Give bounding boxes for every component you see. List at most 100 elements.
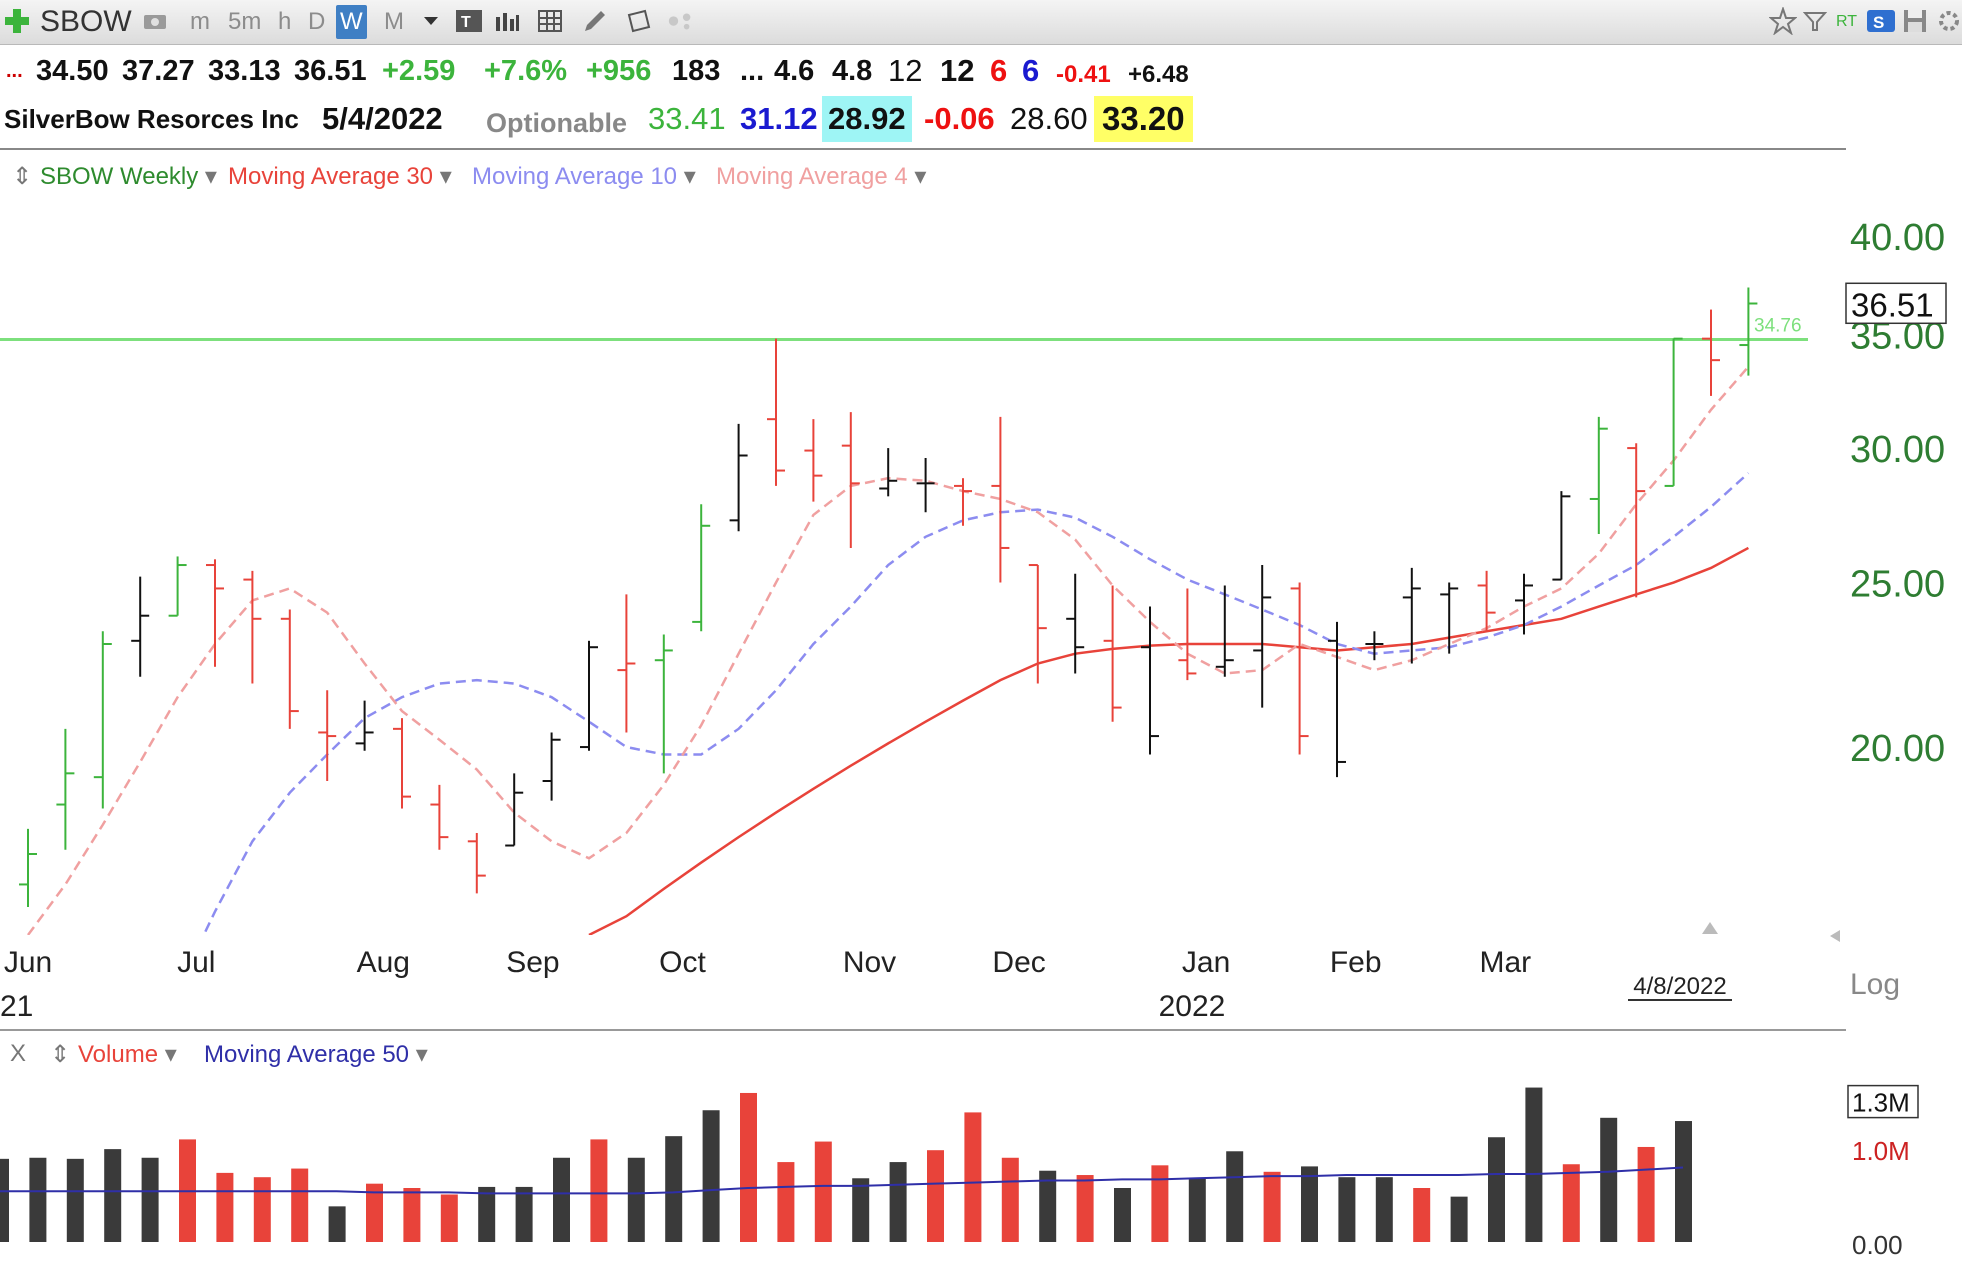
legend-ma30[interactable]: Moving Average 30 ▾ xyxy=(228,162,452,191)
volume-bar xyxy=(29,1157,47,1242)
chevron-down-icon[interactable]: ▾ xyxy=(415,1041,428,1068)
interval-5m[interactable]: 5m xyxy=(228,8,262,35)
legend-volume[interactable]: Volume ▾ xyxy=(78,1040,177,1069)
interval-d[interactable]: D xyxy=(308,8,326,35)
x-tick-label: Nov xyxy=(843,946,896,979)
volume-bar xyxy=(627,1157,645,1242)
x-tick-label: Jun xyxy=(4,946,52,979)
volume-bar xyxy=(1114,1188,1131,1242)
company-name: SilverBow Resorces Inc xyxy=(4,104,299,134)
volume-bar xyxy=(216,1172,234,1242)
s-icon[interactable]: S xyxy=(1866,6,1896,36)
y-tick-label: 30.00 xyxy=(1850,429,1945,471)
legend-ma10[interactable]: Moving Average 10 ▾ xyxy=(472,162,696,191)
chevron-down-icon[interactable]: ▾ xyxy=(204,163,217,190)
chevron-down-icon[interactable]: ▾ xyxy=(914,163,927,190)
volume-bar xyxy=(366,1183,383,1242)
save-icon[interactable] xyxy=(1900,6,1930,36)
dropdown-icon[interactable] xyxy=(416,6,446,36)
price-plot-area xyxy=(0,287,1808,935)
volume-bar xyxy=(964,1112,982,1242)
date-marker-label: 4/8/2022 xyxy=(1633,973,1726,1000)
quote-date: 5/4/2022 xyxy=(322,101,443,136)
ma10-line xyxy=(202,472,1750,935)
volume-tick-label: 1.3M xyxy=(1852,1088,1910,1118)
volume-bar xyxy=(1488,1137,1505,1242)
x-tick-label: Mar xyxy=(1479,946,1531,979)
symbol-field[interactable]: SBOW xyxy=(40,5,132,38)
volume-bar xyxy=(328,1206,346,1242)
volume-bar xyxy=(927,1150,944,1242)
x-tick-label: Feb xyxy=(1330,946,1382,979)
quote-price-2: 31.12 xyxy=(740,101,818,136)
grid-icon[interactable] xyxy=(536,6,566,36)
layout-icon[interactable] xyxy=(624,6,654,36)
volume-bar xyxy=(515,1186,533,1242)
rt-icon[interactable]: RT xyxy=(1836,13,1858,30)
x-tick-label: Aug xyxy=(357,946,410,979)
volume-bar xyxy=(1226,1151,1244,1242)
chevron-down-icon[interactable]: ▾ xyxy=(683,163,696,190)
volume-bar xyxy=(478,1186,496,1242)
scroll-up-icon xyxy=(1702,922,1718,934)
pane-move-handle-icon[interactable]: ⇕ xyxy=(12,163,33,190)
volume-bar xyxy=(553,1157,570,1242)
legend-sbow-weekly[interactable]: SBOW Weekly ▾ xyxy=(40,162,217,191)
volume-bar xyxy=(889,1162,907,1242)
volume-bar xyxy=(702,1110,720,1242)
volume-bar xyxy=(1413,1188,1431,1242)
current-price-label: 36.51 xyxy=(1851,286,1934,323)
volume-bar xyxy=(1039,1170,1057,1242)
volume-bar xyxy=(1637,1146,1655,1242)
volume-tick-label: 1.0M xyxy=(1852,1136,1910,1166)
settings-icon[interactable] xyxy=(1934,6,1962,36)
volume-bar xyxy=(665,1136,683,1242)
chevron-down-icon[interactable]: ▾ xyxy=(164,1041,177,1068)
volume-bar xyxy=(1301,1166,1318,1242)
filter-icon[interactable] xyxy=(1800,6,1830,36)
volume-bar xyxy=(403,1188,421,1242)
ma30-line xyxy=(588,546,1749,935)
volume-move-handle-icon[interactable]: ⇕ xyxy=(50,1041,71,1068)
star-icon[interactable] xyxy=(1768,6,1798,36)
log-scale-label: Log xyxy=(1850,968,1900,1001)
volume-bar xyxy=(104,1149,122,1242)
y-tick-label: 40.00 xyxy=(1850,217,1945,259)
volume-close-button[interactable]: X xyxy=(10,1040,27,1067)
add-icon[interactable] xyxy=(2,6,32,36)
volume-bar xyxy=(1263,1171,1281,1242)
volume-ma50-line xyxy=(0,1166,1684,1195)
legend-vol-ma50-label: Moving Average 50 xyxy=(204,1041,410,1068)
text-icon[interactable]: T xyxy=(454,6,484,36)
camera-icon[interactable] xyxy=(140,6,170,36)
quote-value-5: 12 xyxy=(940,53,975,88)
x-tick-label: Sep xyxy=(506,946,559,979)
volume-bar xyxy=(1562,1164,1580,1242)
legend-vol-ma50[interactable]: Moving Average 50 ▾ xyxy=(204,1040,428,1069)
quote-change-pct: +7.6% xyxy=(484,55,568,87)
interval-m[interactable]: m xyxy=(190,8,210,35)
volume-current-box xyxy=(1847,1084,1919,1119)
x-tick-label: Jul xyxy=(177,946,215,979)
interval-w[interactable]: W xyxy=(336,5,367,39)
link-icon[interactable] xyxy=(666,6,696,36)
legend-ma4[interactable]: Moving Average 4 ▾ xyxy=(716,162,926,191)
chevron-down-icon[interactable]: ▾ xyxy=(439,163,452,190)
quote-open: 34.50 xyxy=(36,55,109,87)
volume-bar xyxy=(1525,1087,1543,1242)
quote-price-4: -0.06 xyxy=(924,101,995,136)
volume-bar xyxy=(1076,1175,1094,1242)
quote-ellipsis: ... xyxy=(740,55,765,87)
interval-mo[interactable]: M xyxy=(384,8,404,35)
quote-value-9: +6.48 xyxy=(1128,61,1189,88)
pencil-icon[interactable] xyxy=(580,6,610,36)
interval-h[interactable]: h xyxy=(278,8,292,35)
bar-style-icon[interactable] xyxy=(492,6,522,36)
legend-ma10-label: Moving Average 10 xyxy=(472,163,678,190)
volume-bar xyxy=(1600,1117,1618,1242)
volume-bar xyxy=(1001,1157,1019,1242)
volume-bar xyxy=(814,1141,832,1242)
volume-bar xyxy=(0,1158,9,1242)
horizontal-line-label: 34.76 xyxy=(1754,316,1802,337)
